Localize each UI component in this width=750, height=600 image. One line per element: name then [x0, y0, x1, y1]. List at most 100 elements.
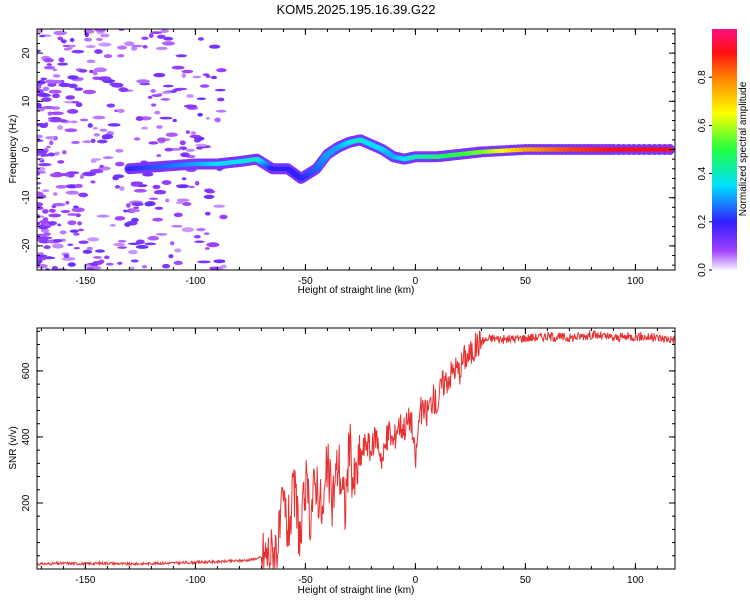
noise-speckle	[95, 37, 103, 42]
noise-speckle	[155, 46, 168, 51]
noise-speckle	[193, 234, 201, 239]
noise-speckle	[154, 206, 164, 210]
noise-speckle	[159, 116, 173, 120]
spec-ytick-label: -10	[21, 190, 32, 205]
noise-speckle	[48, 208, 56, 213]
noise-speckle	[52, 68, 57, 72]
noise-speckle	[96, 214, 110, 218]
noise-speckle	[40, 77, 48, 81]
noise-speckle	[185, 148, 195, 153]
colorbar-gradient	[712, 29, 737, 270]
noise-speckle	[42, 209, 49, 214]
noise-speckle	[47, 221, 58, 226]
noise-speckle	[99, 164, 104, 168]
noise-speckle	[37, 181, 42, 185]
snr-ylabel: SNR (v/v)	[8, 426, 19, 469]
noise-speckle	[41, 97, 52, 102]
noise-speckle	[113, 174, 125, 179]
noise-speckle	[57, 223, 62, 227]
noise-speckle	[47, 152, 56, 157]
noise-speckle	[181, 227, 195, 233]
noise-speckle	[43, 65, 55, 70]
noise-speckle	[133, 137, 141, 141]
snr-axes: -150 -100 -50 0 50 100 200 400 600	[21, 328, 675, 586]
colorbar-axes: 0.0 0.2 0.4 0.6 0.8	[697, 70, 712, 277]
snr-xtick-label: -100	[185, 575, 205, 586]
noise-speckle	[155, 233, 168, 236]
noise-speckle	[77, 228, 84, 232]
noise-speckle	[37, 252, 44, 255]
noise-speckle	[131, 44, 143, 48]
noise-speckle	[43, 58, 54, 63]
noise-speckle	[57, 173, 70, 176]
noise-speckle	[79, 174, 85, 180]
noise-speckle	[64, 128, 78, 133]
noise-speckle	[67, 220, 77, 226]
noise-speckle	[101, 134, 114, 140]
snr-frame	[36, 327, 676, 570]
noise-speckle	[197, 260, 211, 264]
noise-speckle	[54, 151, 60, 156]
noise-speckle	[142, 45, 148, 49]
spectrogram-marks	[37, 29, 675, 270]
noise-speckle	[39, 34, 46, 38]
noise-speckle	[37, 149, 45, 154]
noise-speckle	[106, 262, 114, 266]
noise-speckle	[148, 141, 159, 145]
noise-speckle	[37, 87, 40, 93]
noise-speckle	[73, 232, 80, 236]
noise-speckle	[181, 69, 194, 74]
noise-speckle	[113, 243, 126, 247]
noise-speckle	[37, 238, 48, 242]
noise-speckle	[214, 117, 221, 123]
noise-speckle	[208, 44, 221, 49]
noise-speckle	[172, 88, 183, 92]
noise-speckle	[206, 242, 220, 248]
noise-speckle	[160, 98, 171, 101]
noise-speckle	[90, 138, 96, 144]
noise-speckle	[161, 180, 172, 186]
noise-speckle	[169, 241, 175, 246]
noise-speckle	[127, 242, 141, 246]
noise-speckle	[86, 267, 94, 270]
noise-speckle	[181, 73, 186, 79]
noise-speckle	[75, 213, 81, 218]
noise-speckle	[97, 76, 112, 81]
noise-speckle	[89, 69, 94, 74]
noise-speckle	[58, 82, 72, 88]
noise-speckle	[66, 109, 79, 114]
noise-speckle	[90, 180, 96, 184]
noise-speckle	[99, 128, 108, 132]
spec-xtick-label: -50	[298, 276, 313, 287]
noise-speckle	[117, 261, 123, 265]
noise-speckle	[156, 154, 162, 157]
noise-speckle	[154, 110, 161, 115]
noise-speckle	[133, 188, 147, 193]
noise-speckle	[43, 87, 48, 92]
snr-series-line	[37, 330, 675, 569]
spec-xtick-label: 50	[520, 276, 532, 287]
noise-speckle	[165, 198, 170, 203]
noise-speckle	[185, 130, 190, 134]
noise-speckle	[192, 75, 202, 79]
noise-speckle	[37, 214, 40, 219]
snr-xtick-label: -50	[298, 575, 313, 586]
noise-speckle	[67, 75, 79, 80]
noise-speckle	[79, 118, 89, 122]
noise-speckle	[176, 184, 190, 189]
noise-speckle	[190, 131, 197, 135]
noise-speckle	[130, 181, 144, 185]
noise-speckle	[203, 232, 210, 235]
noise-speckle	[37, 134, 43, 139]
noise-speckle	[188, 185, 195, 189]
noise-speckle	[60, 39, 66, 43]
noise-speckle	[94, 29, 107, 32]
noise-speckle	[164, 147, 174, 152]
noise-speckle	[114, 161, 125, 167]
noise-speckle	[161, 91, 172, 95]
noise-speckle	[202, 73, 210, 77]
noise-speckle	[37, 170, 41, 176]
noise-speckle	[45, 136, 56, 140]
noise-speckle	[174, 248, 182, 253]
